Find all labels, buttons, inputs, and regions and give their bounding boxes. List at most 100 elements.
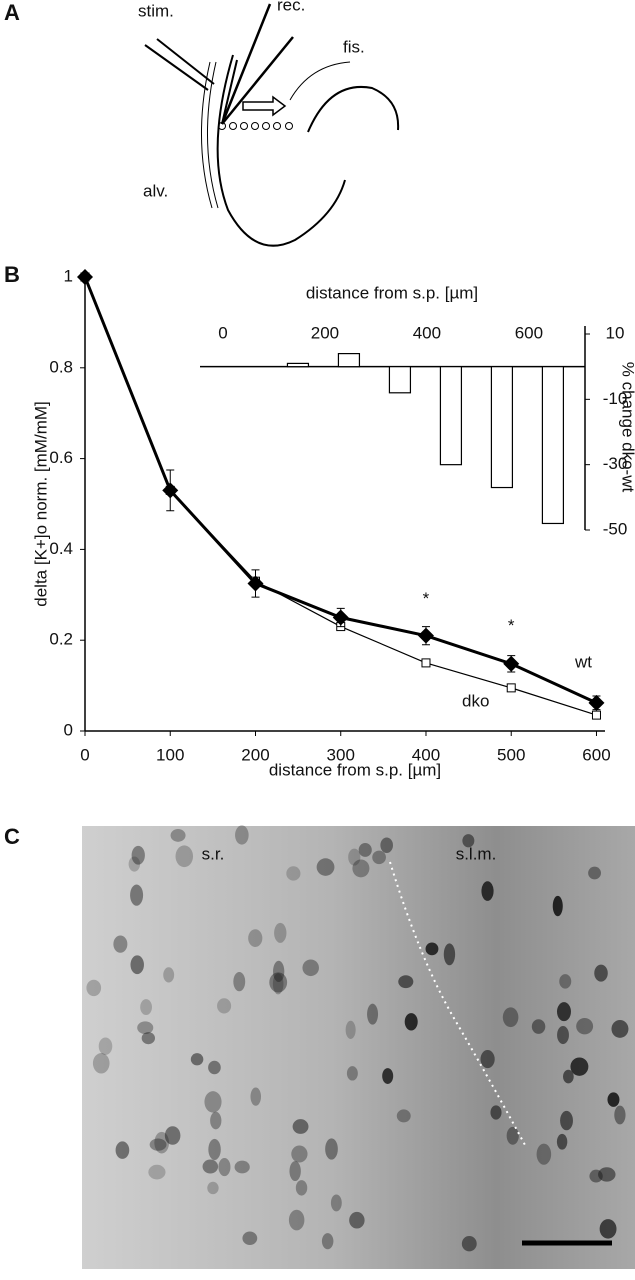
marker	[247, 575, 264, 592]
cell	[380, 837, 393, 854]
cell	[321, 1233, 334, 1250]
cell	[330, 1194, 342, 1212]
cell	[611, 1019, 629, 1038]
x-axis-label: distance from s.p. [µm]	[269, 760, 441, 779]
cell	[113, 935, 128, 953]
cell	[292, 1119, 309, 1134]
micrograph-label: s.r.	[202, 844, 225, 863]
cell	[242, 1231, 258, 1245]
y-axis-label: delta [K+]o norm. [mM/mM]	[31, 401, 50, 606]
cell	[137, 1021, 154, 1035]
cell	[358, 843, 372, 857]
cell	[614, 1105, 626, 1125]
marker	[77, 269, 93, 285]
cell	[286, 866, 301, 881]
y-tick-label: -50	[603, 519, 628, 538]
series-line	[84, 276, 597, 716]
y-tick-label: -10	[603, 389, 628, 408]
cell	[141, 1032, 155, 1045]
diagram-label: rec.	[277, 0, 305, 14]
bar	[337, 353, 361, 368]
marker	[506, 683, 516, 693]
cell	[367, 1003, 379, 1025]
y-tick-label: 0.4	[49, 539, 73, 558]
diagram-label: alv.	[143, 181, 168, 200]
x-tick-label: 0	[218, 323, 227, 342]
x-tick-label: 200	[311, 323, 339, 342]
marker	[162, 482, 179, 499]
x-tick-label: 600	[515, 323, 543, 342]
cell	[274, 922, 287, 943]
boundary	[389, 861, 526, 1146]
legend-label: dko	[462, 691, 489, 710]
panel-label: C	[4, 824, 20, 849]
diagram	[144, 3, 400, 247]
bar	[286, 362, 310, 368]
cell	[490, 1105, 502, 1120]
bar	[490, 366, 514, 489]
cell	[234, 1160, 250, 1174]
y-tick-label: 10	[606, 323, 625, 342]
cell	[288, 1209, 305, 1231]
cell	[148, 1164, 166, 1180]
cell	[130, 955, 144, 975]
cell	[115, 1141, 130, 1159]
cell	[607, 1092, 620, 1107]
cell	[536, 1143, 552, 1165]
y-tick-label: -30	[603, 454, 628, 473]
cell	[273, 960, 285, 982]
y-tick-label: 0	[64, 720, 73, 739]
diagram-label: fis.	[343, 37, 365, 56]
cell	[92, 1053, 110, 1074]
cell	[398, 975, 414, 989]
cell	[502, 1007, 519, 1028]
marker	[332, 609, 349, 626]
cell	[345, 1020, 356, 1039]
y-tick-label: 0.8	[49, 357, 73, 376]
cell	[170, 828, 186, 842]
cell	[207, 1181, 219, 1195]
cell	[352, 859, 370, 878]
marker	[591, 710, 601, 720]
cell	[556, 1133, 568, 1150]
cell	[210, 1111, 222, 1130]
cell	[208, 1138, 221, 1161]
annotation: *	[508, 616, 515, 635]
cells	[86, 825, 629, 1252]
cell	[248, 929, 263, 947]
bar	[439, 366, 463, 466]
cell	[588, 866, 601, 880]
diagram-label: stim.	[138, 1, 174, 20]
cell	[560, 1110, 573, 1131]
cell	[506, 1126, 519, 1145]
cell	[295, 1180, 308, 1196]
cell	[202, 1159, 219, 1174]
cell	[425, 942, 439, 956]
cell	[233, 971, 246, 992]
cell	[349, 1211, 365, 1229]
marker	[421, 658, 431, 668]
cell	[325, 1138, 338, 1160]
cell	[164, 1126, 181, 1145]
cell	[462, 834, 475, 848]
y-tick-label: 0.2	[49, 630, 73, 649]
cell	[131, 845, 145, 865]
cell	[218, 1157, 231, 1177]
micrograph-label: s.l.m.	[456, 844, 497, 863]
x-tick-label: 400	[413, 323, 441, 342]
cell	[272, 973, 284, 995]
cell	[552, 895, 563, 917]
cell	[480, 1050, 495, 1069]
cell	[140, 999, 152, 1016]
cell	[481, 881, 494, 901]
bar	[541, 366, 565, 525]
cell	[396, 1109, 411, 1123]
x-tick-label: 200	[241, 745, 269, 764]
cell	[594, 964, 608, 982]
cell	[302, 959, 319, 977]
annotation: *	[423, 589, 430, 608]
x-tick-label: 500	[497, 745, 525, 764]
cell	[348, 848, 361, 866]
y-tick-label: 1	[64, 266, 73, 285]
